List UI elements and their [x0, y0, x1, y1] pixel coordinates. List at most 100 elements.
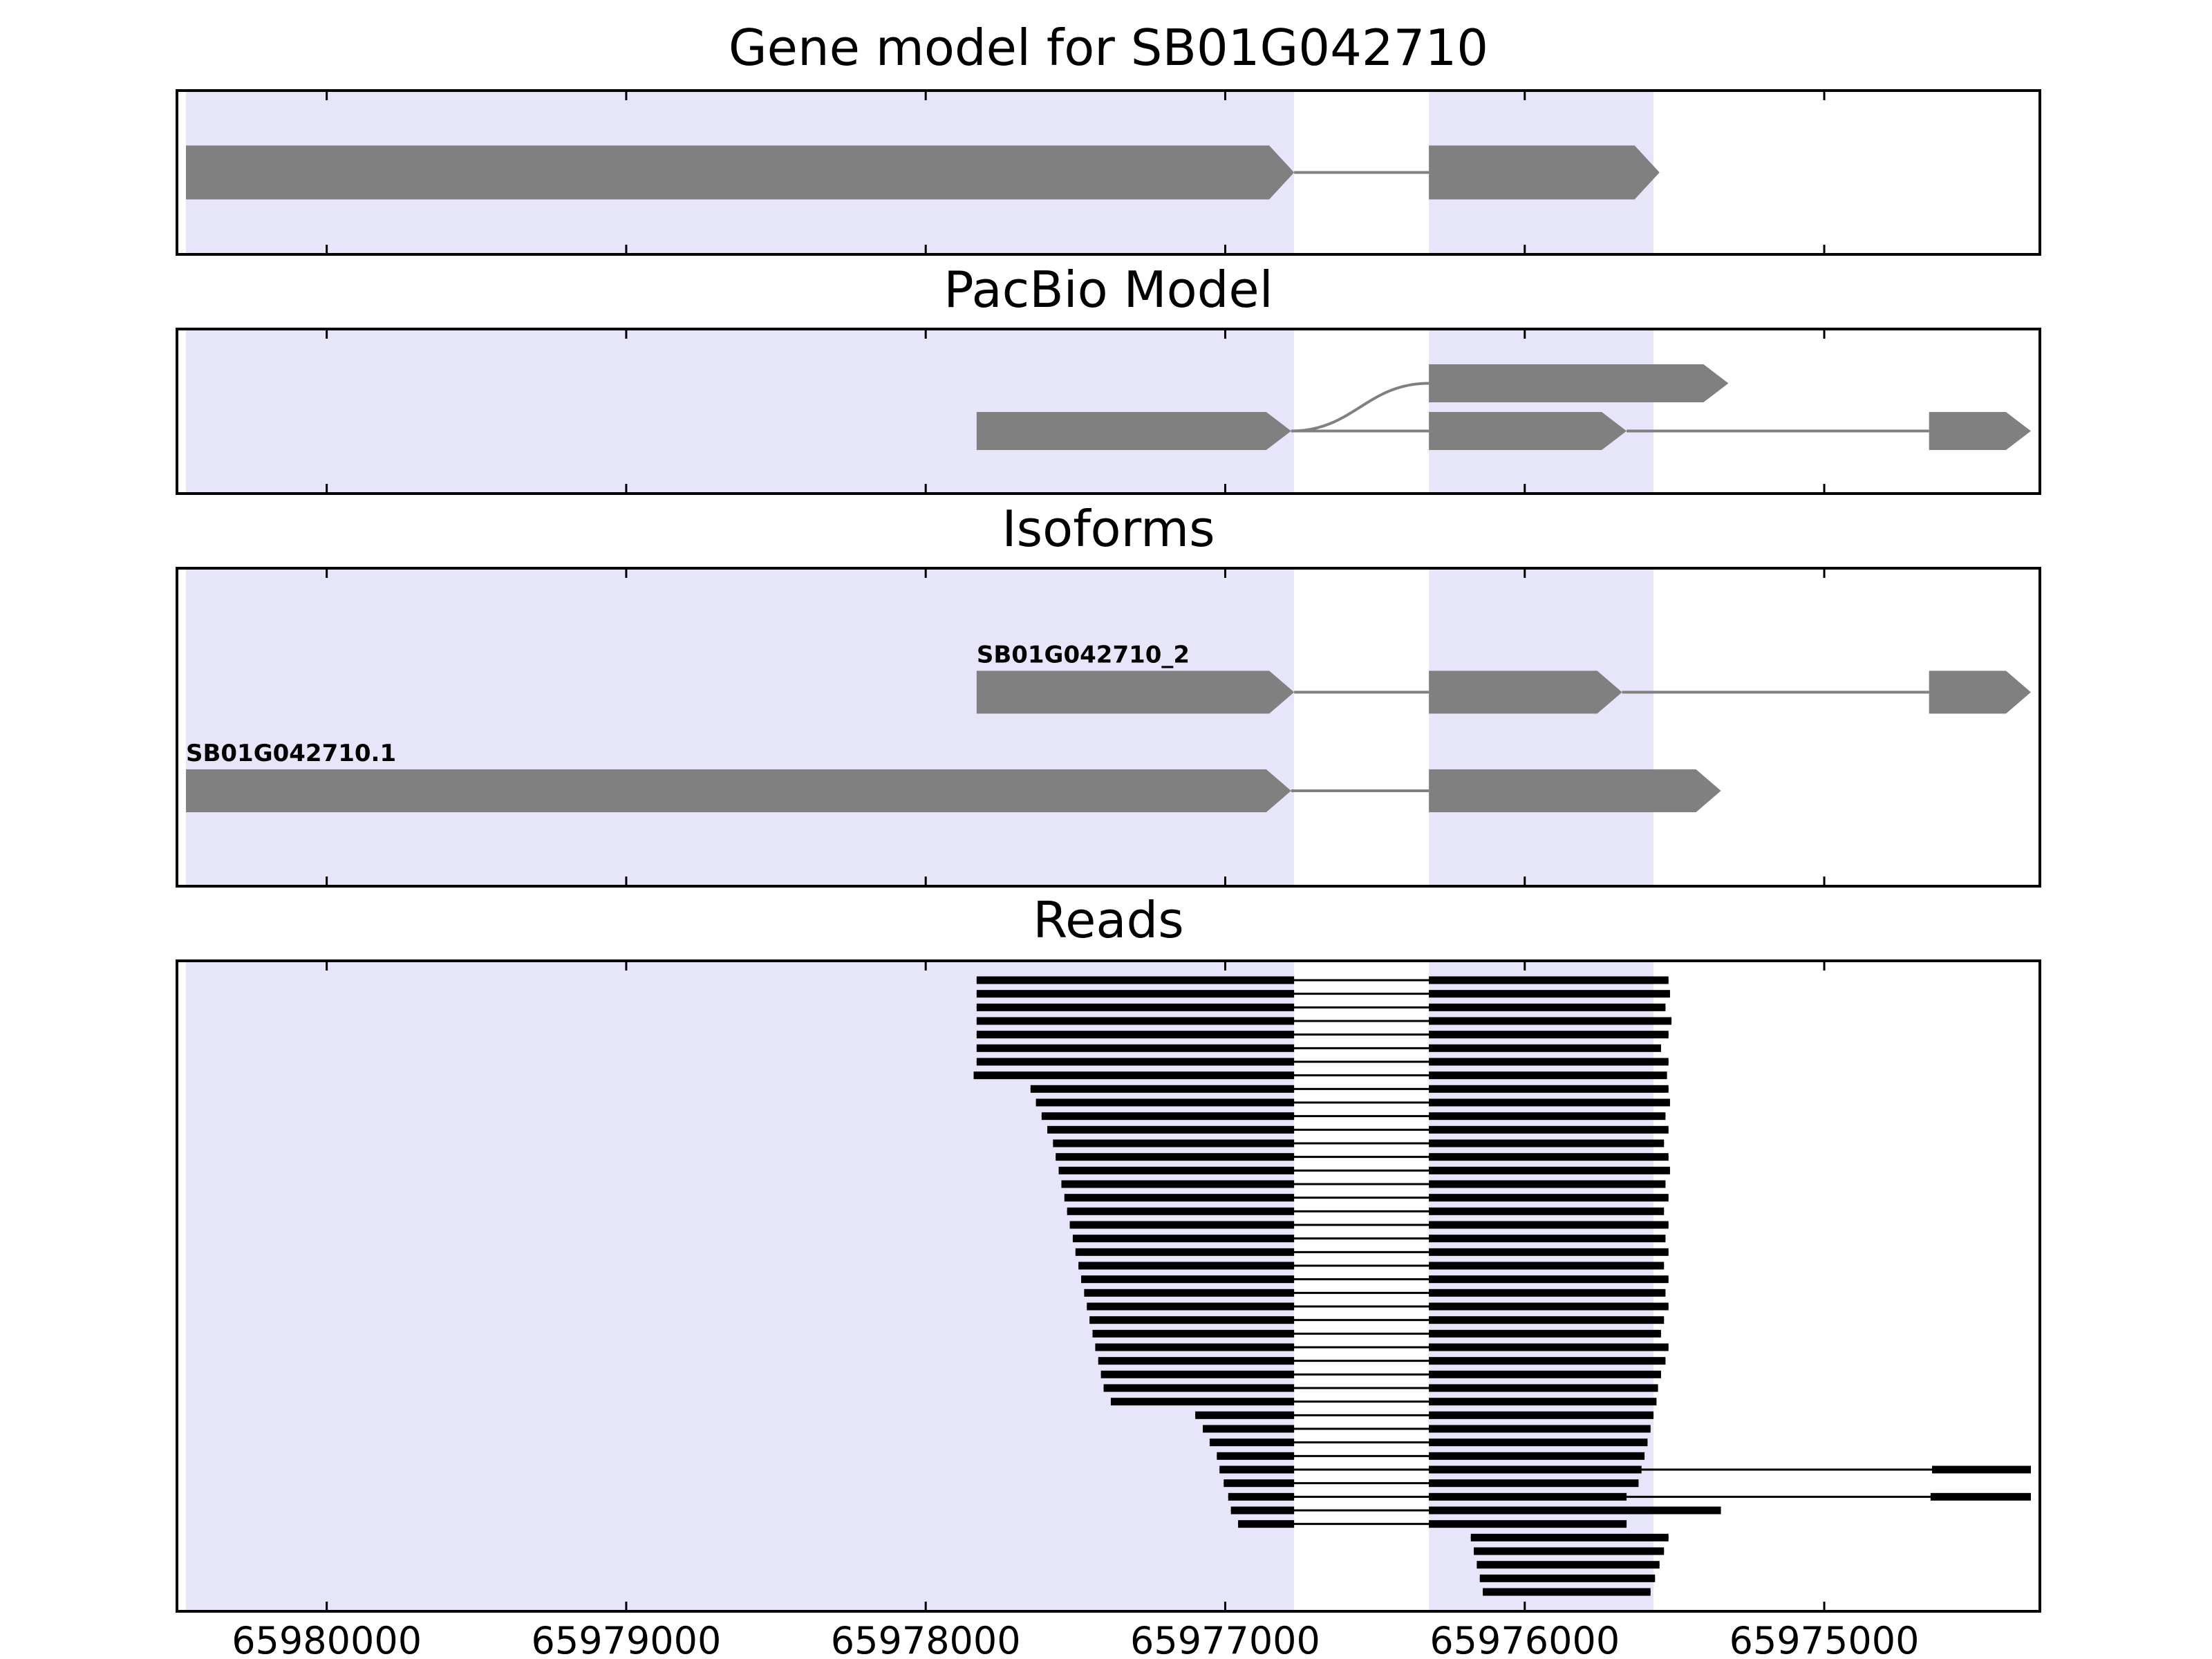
read: [1195, 1411, 1654, 1419]
read: [1228, 1492, 2032, 1501]
read: [1061, 1180, 1666, 1188]
read: [1103, 1384, 1658, 1392]
read: [1202, 1425, 1651, 1433]
read-block: [976, 976, 1295, 984]
read-block: [1429, 1235, 1666, 1243]
read: [1030, 1085, 1669, 1093]
transcript-label: SB01G042710_2: [977, 641, 1190, 668]
read-block: [1064, 1194, 1295, 1202]
read-block: [1429, 1180, 1666, 1188]
read: [976, 1031, 1669, 1039]
read-block: [1429, 1221, 1669, 1229]
panel-pacbio-model: [176, 328, 2041, 495]
read-block: [1483, 1588, 1651, 1596]
read: [1081, 1275, 1669, 1284]
exon-block: [976, 671, 1295, 714]
read-block: [1100, 1370, 1295, 1378]
read-block: [976, 1003, 1295, 1011]
read-block: [1053, 1139, 1295, 1147]
read-block: [1075, 1248, 1295, 1256]
read: [1072, 1235, 1666, 1243]
read: [1224, 1479, 1639, 1488]
highlight-region: [1429, 961, 1654, 1611]
read-block: [1429, 1425, 1651, 1433]
read: [1056, 1153, 1669, 1161]
read: [1483, 1588, 1651, 1596]
x-tick-label: 65979000: [531, 1619, 721, 1659]
read-block: [1429, 1302, 1669, 1311]
splice-curve: [1291, 382, 1430, 433]
read-block: [1110, 1398, 1295, 1406]
panel-gene-model: [176, 89, 2041, 256]
read-block: [1069, 1221, 1295, 1229]
read: [1035, 1098, 1670, 1107]
read-block: [1429, 1329, 1661, 1338]
read-block: [1474, 1547, 1665, 1555]
read-block: [1429, 1139, 1665, 1147]
read-block: [1030, 1085, 1295, 1093]
panel-border: [176, 328, 2041, 495]
read: [1084, 1288, 1666, 1297]
read-block: [973, 1071, 1295, 1080]
read-block: [1429, 976, 1669, 984]
highlight-region: [1429, 329, 1654, 494]
read: [976, 1003, 1666, 1011]
read: [1238, 1520, 1627, 1528]
read-block: [1081, 1275, 1295, 1284]
read-block: [1429, 1465, 1642, 1474]
exon-block: [1429, 145, 1660, 200]
exon-block: [1929, 412, 2032, 451]
read-block: [1429, 1492, 1627, 1501]
exon-block: [185, 145, 1295, 200]
read-block: [1429, 1262, 1665, 1270]
read: [1479, 1574, 1656, 1582]
read-block: [1035, 1098, 1295, 1107]
read-block: [1477, 1561, 1660, 1569]
read-block: [1078, 1262, 1295, 1270]
read-block: [1429, 1125, 1669, 1134]
read: [1041, 1112, 1666, 1121]
read-block: [1209, 1438, 1295, 1447]
x-tick-label: 65976000: [1430, 1619, 1620, 1659]
highlight-region: [185, 568, 1295, 886]
read-block: [1429, 1017, 1672, 1025]
read-block: [1930, 1492, 2032, 1501]
panel-title-isoforms: Isoforms: [1002, 500, 1215, 558]
read-block: [1072, 1235, 1295, 1243]
read-block: [1429, 1085, 1669, 1093]
exon-block: [1429, 412, 1627, 451]
read: [1087, 1302, 1669, 1311]
transcript-label: SB01G042710.1: [186, 740, 396, 767]
read: [1470, 1533, 1669, 1541]
read-block: [976, 1031, 1295, 1039]
exon-block: [976, 412, 1291, 451]
read-block: [1228, 1492, 1295, 1501]
read-block: [1429, 1031, 1669, 1039]
read-block: [1238, 1520, 1295, 1528]
read-block: [1429, 1194, 1669, 1202]
exon-block: [185, 769, 1291, 812]
read: [1075, 1248, 1669, 1256]
read-block: [1429, 1275, 1669, 1284]
read: [1219, 1465, 2032, 1474]
read-block: [1429, 1479, 1639, 1488]
panel-title-reads: Reads: [1033, 891, 1184, 949]
read-block: [1429, 1248, 1669, 1256]
read-block: [1429, 1438, 1648, 1447]
x-tick-label: 65978000: [831, 1619, 1021, 1659]
read-block: [1429, 1058, 1669, 1066]
read: [976, 1058, 1669, 1066]
read-block: [1041, 1112, 1295, 1121]
panel-title-pacbio-model: PacBio Model: [944, 261, 1273, 319]
highlight-region: [185, 961, 1295, 1611]
x-tick-label: 65975000: [1730, 1619, 1920, 1659]
read: [1064, 1194, 1669, 1202]
read-block: [1932, 1465, 2032, 1474]
read-block: [1429, 1044, 1661, 1052]
read-block: [1195, 1411, 1295, 1419]
read: [1100, 1370, 1661, 1378]
read-block: [1479, 1574, 1656, 1582]
read-block: [1084, 1288, 1295, 1297]
read-block: [1429, 1098, 1670, 1107]
read-block: [976, 990, 1295, 998]
